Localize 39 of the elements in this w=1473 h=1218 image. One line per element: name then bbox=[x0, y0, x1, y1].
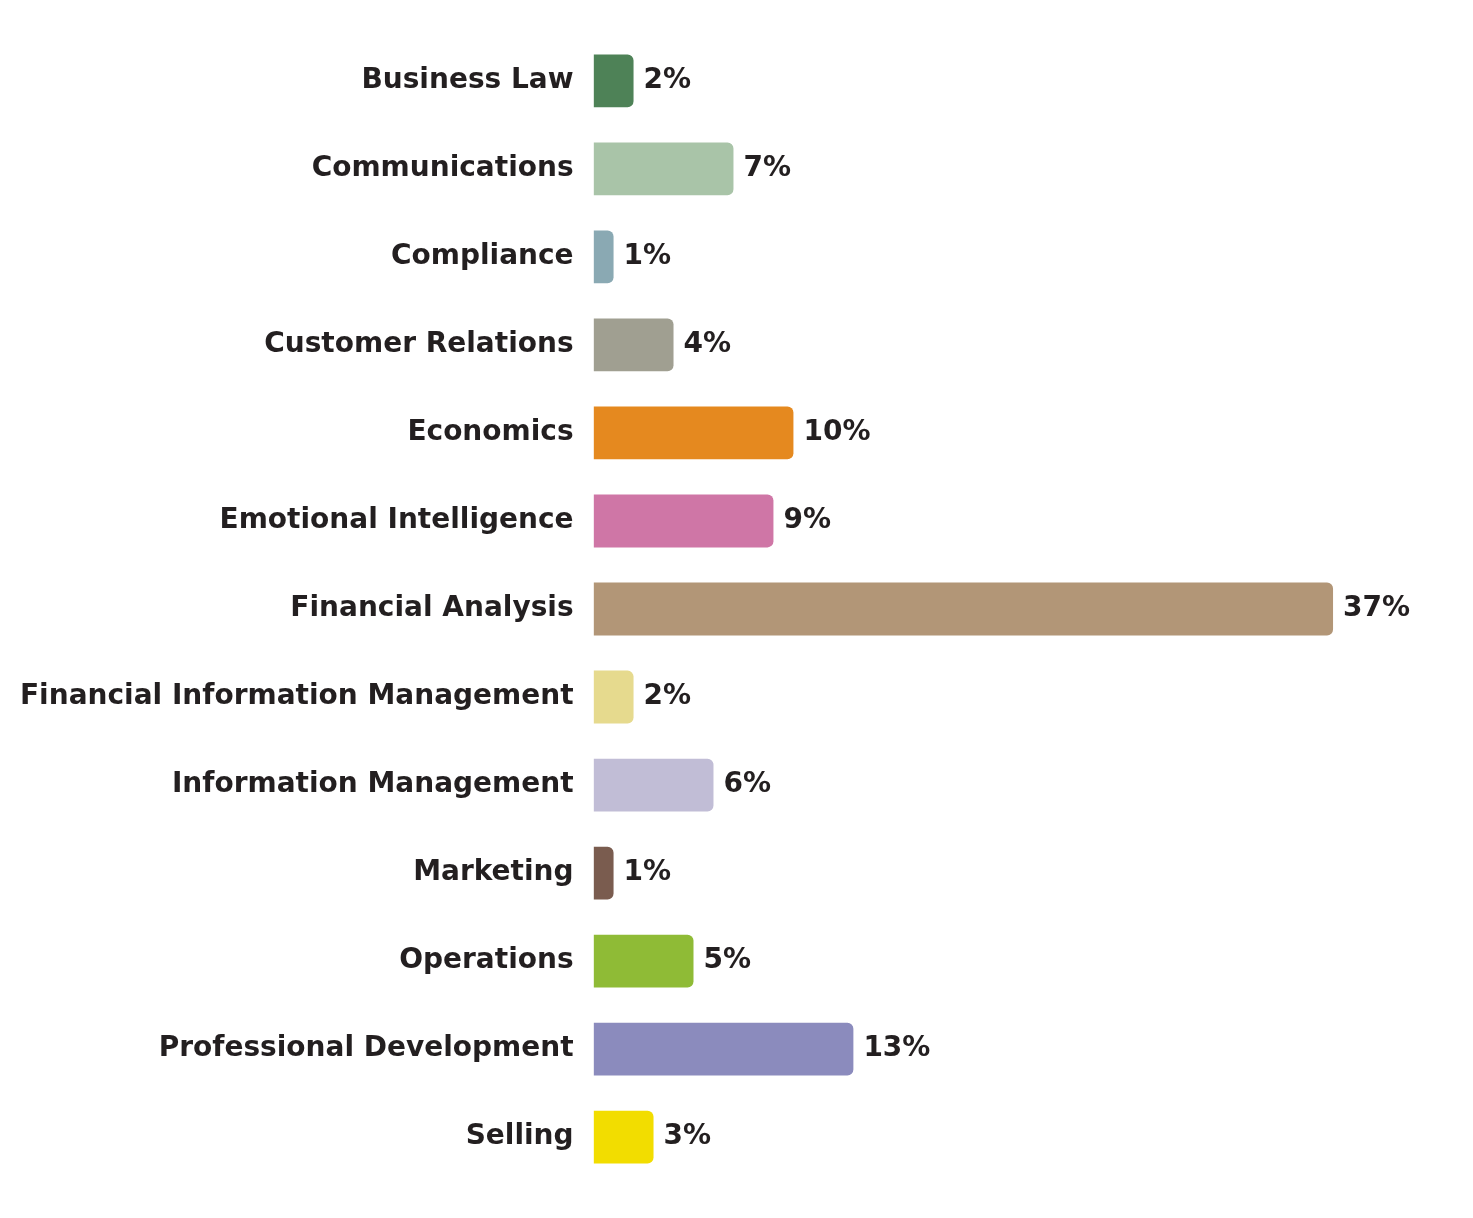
bar bbox=[593, 582, 1334, 636]
data-label: 7% bbox=[743, 150, 792, 184]
data-label: 1% bbox=[623, 854, 672, 888]
y-tick-label: Information Management bbox=[171, 766, 574, 800]
data-label: 9% bbox=[783, 502, 831, 536]
data-label: 4% bbox=[683, 326, 732, 360]
y-tick-label: Selling bbox=[465, 1118, 574, 1152]
bar bbox=[593, 846, 614, 900]
bar bbox=[593, 670, 634, 724]
y-tick-label: Compliance bbox=[390, 238, 574, 272]
data-label: 1% bbox=[623, 238, 672, 272]
bar bbox=[593, 230, 614, 284]
bar bbox=[593, 54, 634, 108]
data-label: 2% bbox=[643, 62, 692, 96]
data-label: 37% bbox=[1343, 590, 1411, 624]
data-label: 6% bbox=[723, 766, 772, 800]
bar bbox=[593, 142, 734, 196]
data-label: 10% bbox=[803, 414, 871, 448]
y-tick-label: Financial Analysis bbox=[290, 590, 574, 624]
y-tick-label: Operations bbox=[399, 942, 574, 976]
bar bbox=[593, 494, 774, 548]
bar bbox=[593, 1110, 654, 1164]
y-tick-label: Business Law bbox=[361, 62, 574, 96]
y-tick-label: Communications bbox=[311, 150, 574, 184]
y-tick-label: Emotional Intelligence bbox=[219, 502, 574, 536]
y-tick-label: Customer Relations bbox=[264, 326, 574, 360]
bar bbox=[593, 406, 794, 460]
bar bbox=[593, 318, 674, 372]
y-tick-label: Marketing bbox=[413, 854, 574, 888]
data-label: 13% bbox=[863, 1030, 931, 1064]
y-tick-label: Financial Information Management bbox=[20, 678, 574, 712]
bar bbox=[593, 758, 714, 812]
y-tick-label: Economics bbox=[407, 414, 574, 448]
bar bbox=[593, 934, 694, 988]
data-label: 2% bbox=[643, 678, 692, 712]
data-label: 5% bbox=[703, 942, 752, 976]
y-tick-label: Professional Development bbox=[158, 1030, 574, 1064]
bar bbox=[593, 1022, 854, 1076]
data-label: 3% bbox=[663, 1118, 712, 1152]
